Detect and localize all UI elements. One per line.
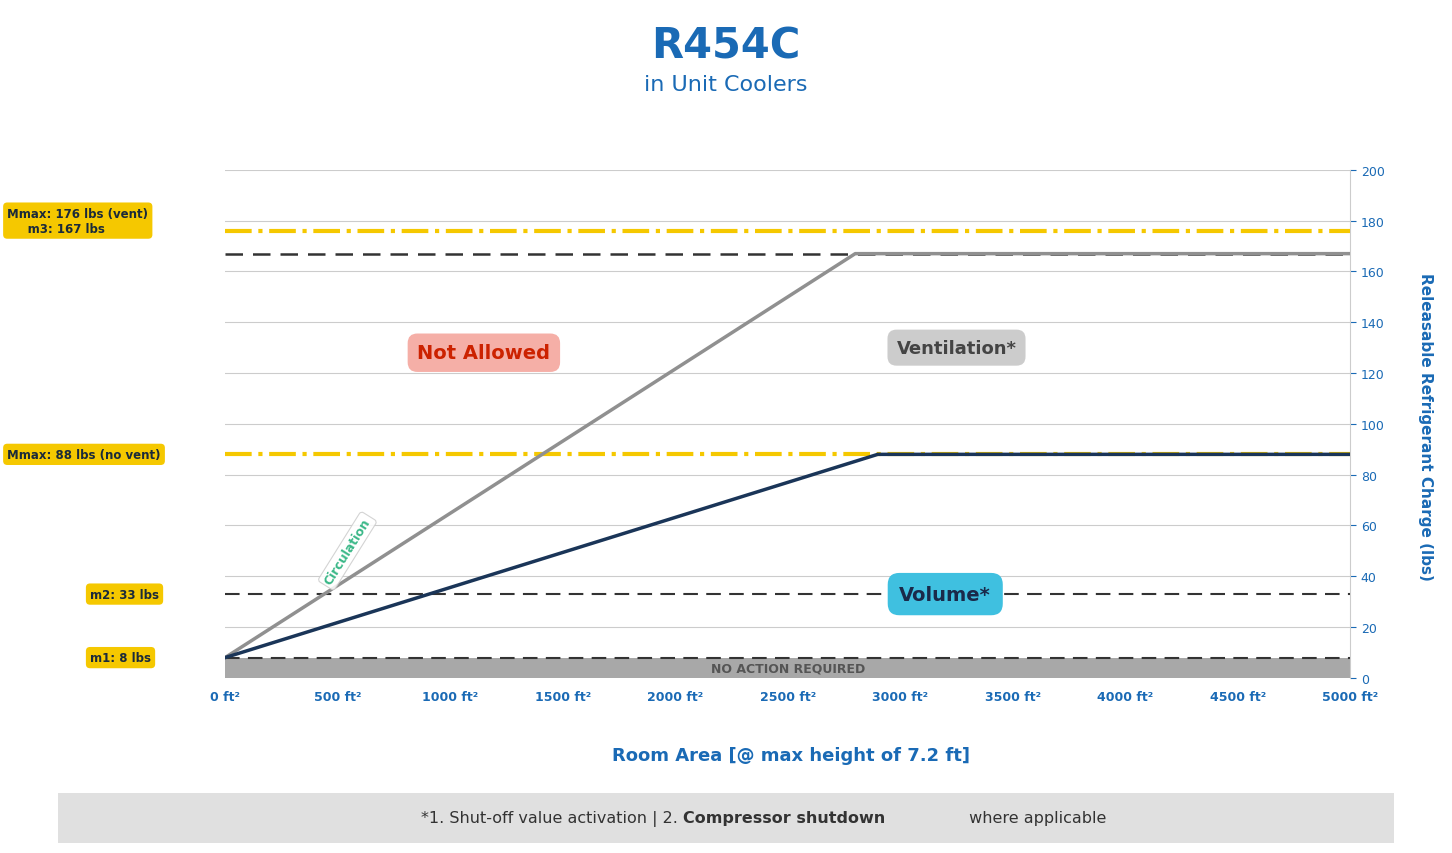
Text: NO ACTION REQUIRED: NO ACTION REQUIRED	[710, 661, 865, 675]
Text: Circulation: Circulation	[322, 516, 373, 587]
Text: *1. Shut-off value activation | 2.: *1. Shut-off value activation | 2.	[421, 810, 684, 826]
Text: where applicable: where applicable	[964, 810, 1106, 826]
Text: Mmax: 88 lbs (no vent): Mmax: 88 lbs (no vent)	[7, 449, 161, 461]
Text: R454C: R454C	[652, 26, 800, 68]
Bar	[225, 658, 1350, 678]
Text: Compressor shutdown: Compressor shutdown	[684, 810, 886, 826]
Text: Mmax: 176 lbs (vent)
     m3: 167 lbs: Mmax: 176 lbs (vent) m3: 167 lbs	[7, 207, 148, 235]
Text: Not Allowed: Not Allowed	[417, 344, 550, 363]
Text: m2: 33 lbs: m2: 33 lbs	[90, 588, 160, 601]
Text: Ventilation*: Ventilation*	[896, 339, 1016, 357]
Text: in Unit Coolers: in Unit Coolers	[645, 75, 807, 96]
Text: m1: 8 lbs: m1: 8 lbs	[90, 652, 151, 664]
Text: Volume*: Volume*	[899, 585, 992, 604]
Text: Room Area [@ max height of 7.2 ft]: Room Area [@ max height of 7.2 ft]	[613, 746, 970, 764]
Text: Releasable Refrigerant Charge (lbs): Releasable Refrigerant Charge (lbs)	[1419, 273, 1433, 580]
